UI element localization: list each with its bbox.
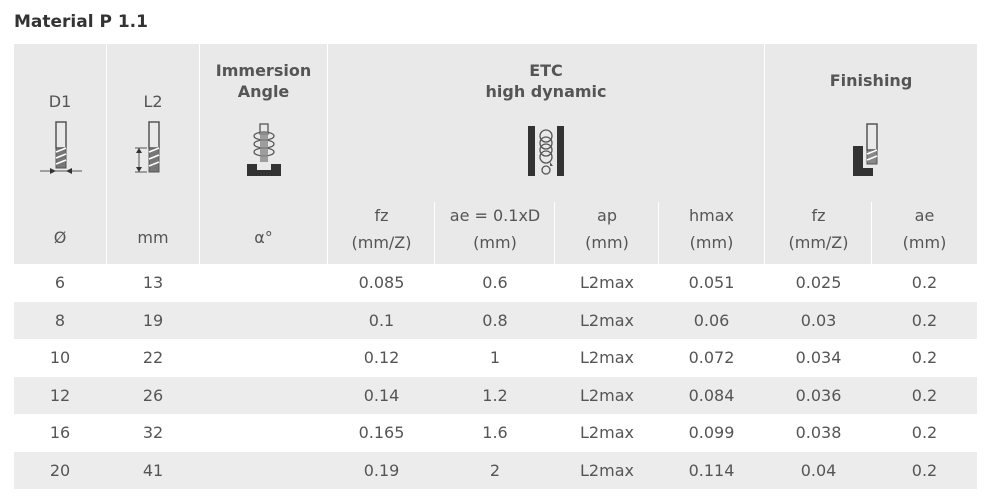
end-mill-length-icon <box>135 121 160 173</box>
cell-hmax: 0.114 <box>688 460 735 480</box>
cell-fae: 0.2 <box>911 460 938 480</box>
cell-fz: 0.14 <box>363 385 400 405</box>
cell-fae: 0.2 <box>911 273 938 292</box>
cell-d1: 16 <box>49 423 71 442</box>
header-d1-unit: Ø <box>53 228 67 247</box>
cell-hmax: 0.099 <box>688 423 735 442</box>
cell-ffz: 0.038 <box>795 423 842 442</box>
cell-l2: 26 <box>142 385 164 405</box>
header-immersion-title-2: Angle <box>237 82 290 101</box>
cell-ap: L2max <box>580 423 634 442</box>
header-etc-fz: fz (mm/Z) <box>351 206 412 252</box>
cell-ae: 0.6 <box>482 273 508 292</box>
header-finishing-title: Finishing <box>829 71 913 90</box>
cell-fae: 0.2 <box>911 310 938 330</box>
header-immersion-title-1: Immersion <box>215 61 312 80</box>
header-finishing-fz: fz (mm/Z) <box>788 206 849 252</box>
cell-fz: 0.085 <box>358 273 405 292</box>
header-etc: ETC high dynamic fz (mm/Z) ae = 0.1xD (m… <box>328 44 764 264</box>
cell-ap: L2max <box>580 385 634 405</box>
cell-l2: 19 <box>142 310 164 330</box>
cell-fz: 0.165 <box>358 423 405 442</box>
header-d1: D1 Ø <box>14 44 106 264</box>
cell-ae: 2 <box>489 460 501 480</box>
cell-fae: 0.2 <box>911 423 938 442</box>
cell-fz: 0.12 <box>363 348 400 367</box>
cell-ffz: 0.025 <box>795 273 842 292</box>
cell-fae: 0.2 <box>911 348 938 367</box>
header-l2: L2 mm <box>107 44 199 264</box>
cell-hmax: 0.051 <box>688 273 735 292</box>
table-row: 10 22 0.12 1 L2max 0.072 0.034 0.2 <box>14 339 977 376</box>
cell-hmax: 0.072 <box>688 348 735 367</box>
table-title: Material P 1.1 <box>14 12 148 32</box>
cell-d1: 8 <box>54 310 66 330</box>
helical-immersion-icon <box>247 123 281 176</box>
cell-hmax: 0.06 <box>693 310 730 330</box>
header-immersion-unit: α° <box>254 228 273 247</box>
trochoidal-slot-icon <box>528 126 564 176</box>
cell-d1: 10 <box>49 348 71 367</box>
header-immersion: Immersion Angle α° <box>200 44 327 264</box>
side-finishing-icon <box>853 123 878 176</box>
header-etc-hmax: hmax (mm) <box>689 206 734 252</box>
cell-ap: L2max <box>580 460 634 480</box>
table-row: 6 13 0.085 0.6 L2max 0.051 0.025 0.2 <box>14 264 977 301</box>
cell-ae: 1.6 <box>482 423 508 442</box>
cell-l2: 32 <box>142 423 164 442</box>
table-row: 20 41 0.19 2 L2max 0.114 0.04 0.2 <box>14 451 977 489</box>
table-row: 16 32 0.165 1.6 L2max 0.099 0.038 0.2 <box>14 414 977 451</box>
cell-d1: 12 <box>49 385 71 405</box>
header-finishing: Finishing fz (mm/Z) ae (mm) <box>765 44 977 264</box>
cell-ap: L2max <box>580 273 634 292</box>
header-etc-ap: ap (mm) <box>585 206 629 252</box>
cell-l2: 41 <box>142 460 164 480</box>
cell-d1: 6 <box>54 273 66 292</box>
cell-ap: L2max <box>580 348 634 367</box>
cell-ffz: 0.036 <box>795 385 842 405</box>
header-l2-name: L2 <box>143 92 163 111</box>
cell-ffz: 0.04 <box>800 460 837 480</box>
cell-ae: 1 <box>489 348 501 367</box>
header-etc-ae: ae = 0.1xD (mm) <box>449 206 541 252</box>
cell-l2: 22 <box>142 348 164 367</box>
cell-d1: 20 <box>49 460 71 480</box>
header-l2-unit: mm <box>137 228 169 247</box>
end-mill-diameter-icon <box>40 121 82 174</box>
cell-ap: L2max <box>580 310 634 330</box>
header-etc-title-2: high dynamic <box>485 82 607 101</box>
cell-fae: 0.2 <box>911 385 938 405</box>
table-row: 8 19 0.1 0.8 L2max 0.06 0.03 0.2 <box>14 301 977 339</box>
cell-l2: 13 <box>142 273 164 292</box>
table-row: 12 26 0.14 1.2 L2max 0.084 0.036 0.2 <box>14 376 977 414</box>
cell-fz: 0.19 <box>363 460 400 480</box>
cell-ffz: 0.034 <box>795 348 842 367</box>
cell-fz: 0.1 <box>368 310 395 330</box>
cell-hmax: 0.084 <box>688 385 735 405</box>
cell-ae: 0.8 <box>482 310 508 330</box>
header-d1-name: D1 <box>48 92 72 111</box>
header-etc-title-1: ETC <box>529 61 563 80</box>
cell-ae: 1.2 <box>482 385 508 405</box>
cell-ffz: 0.03 <box>800 310 837 330</box>
header-finishing-ae: ae (mm) <box>902 206 947 252</box>
